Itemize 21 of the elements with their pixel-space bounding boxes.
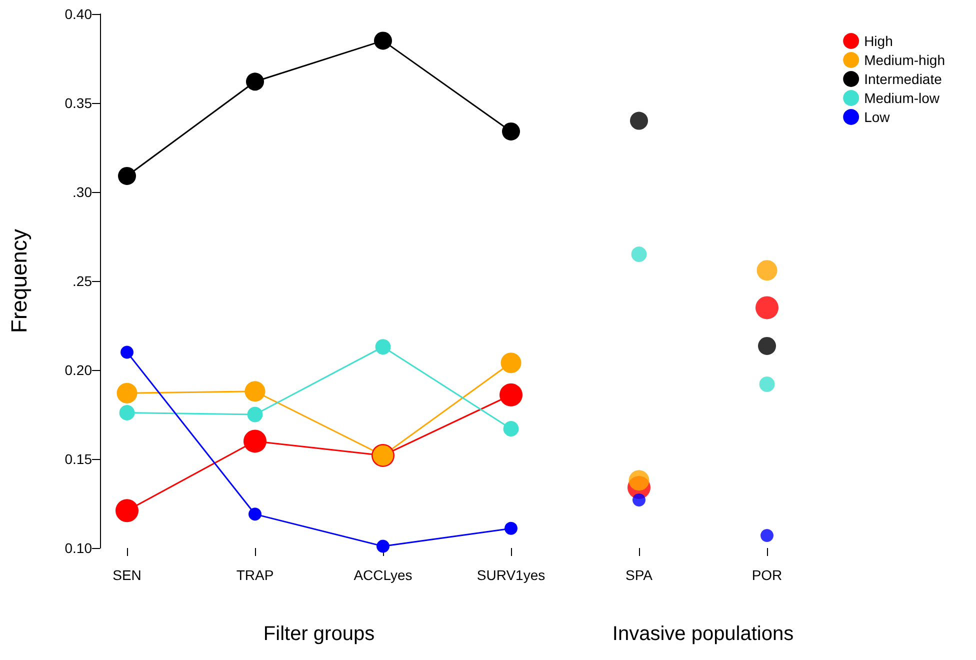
y-tick-label: .25 (72, 273, 92, 289)
x-axis-title: Filter groups (263, 623, 375, 645)
y-tick-label: 0.35 (64, 95, 92, 111)
x-tick-label: SEN (112, 567, 142, 583)
legend-label: Intermediate (864, 71, 942, 87)
x-tick-label: TRAP (236, 567, 274, 583)
text: Invasive populations (612, 623, 794, 645)
legend-label: Low (864, 109, 891, 125)
legend-label: Medium-low (864, 90, 940, 106)
legend-label: High (864, 33, 893, 49)
legend-label: Medium-high (864, 52, 946, 68)
x-tick-label: SPA (626, 567, 654, 583)
y-tick-label: 0.40 (64, 6, 92, 22)
x-tick-label: SURV1yes (476, 567, 546, 583)
y-tick-label: .30 (72, 184, 92, 200)
y-tick-label: 0.20 (64, 362, 92, 378)
x-tick-label: ACCLyes (354, 567, 412, 583)
y-tick-label: 0.15 (64, 451, 92, 467)
y-axis-title: Frequency (6, 229, 32, 333)
x-tick-label: POR (752, 567, 782, 583)
y-tick-label: 0.10 (64, 540, 92, 556)
